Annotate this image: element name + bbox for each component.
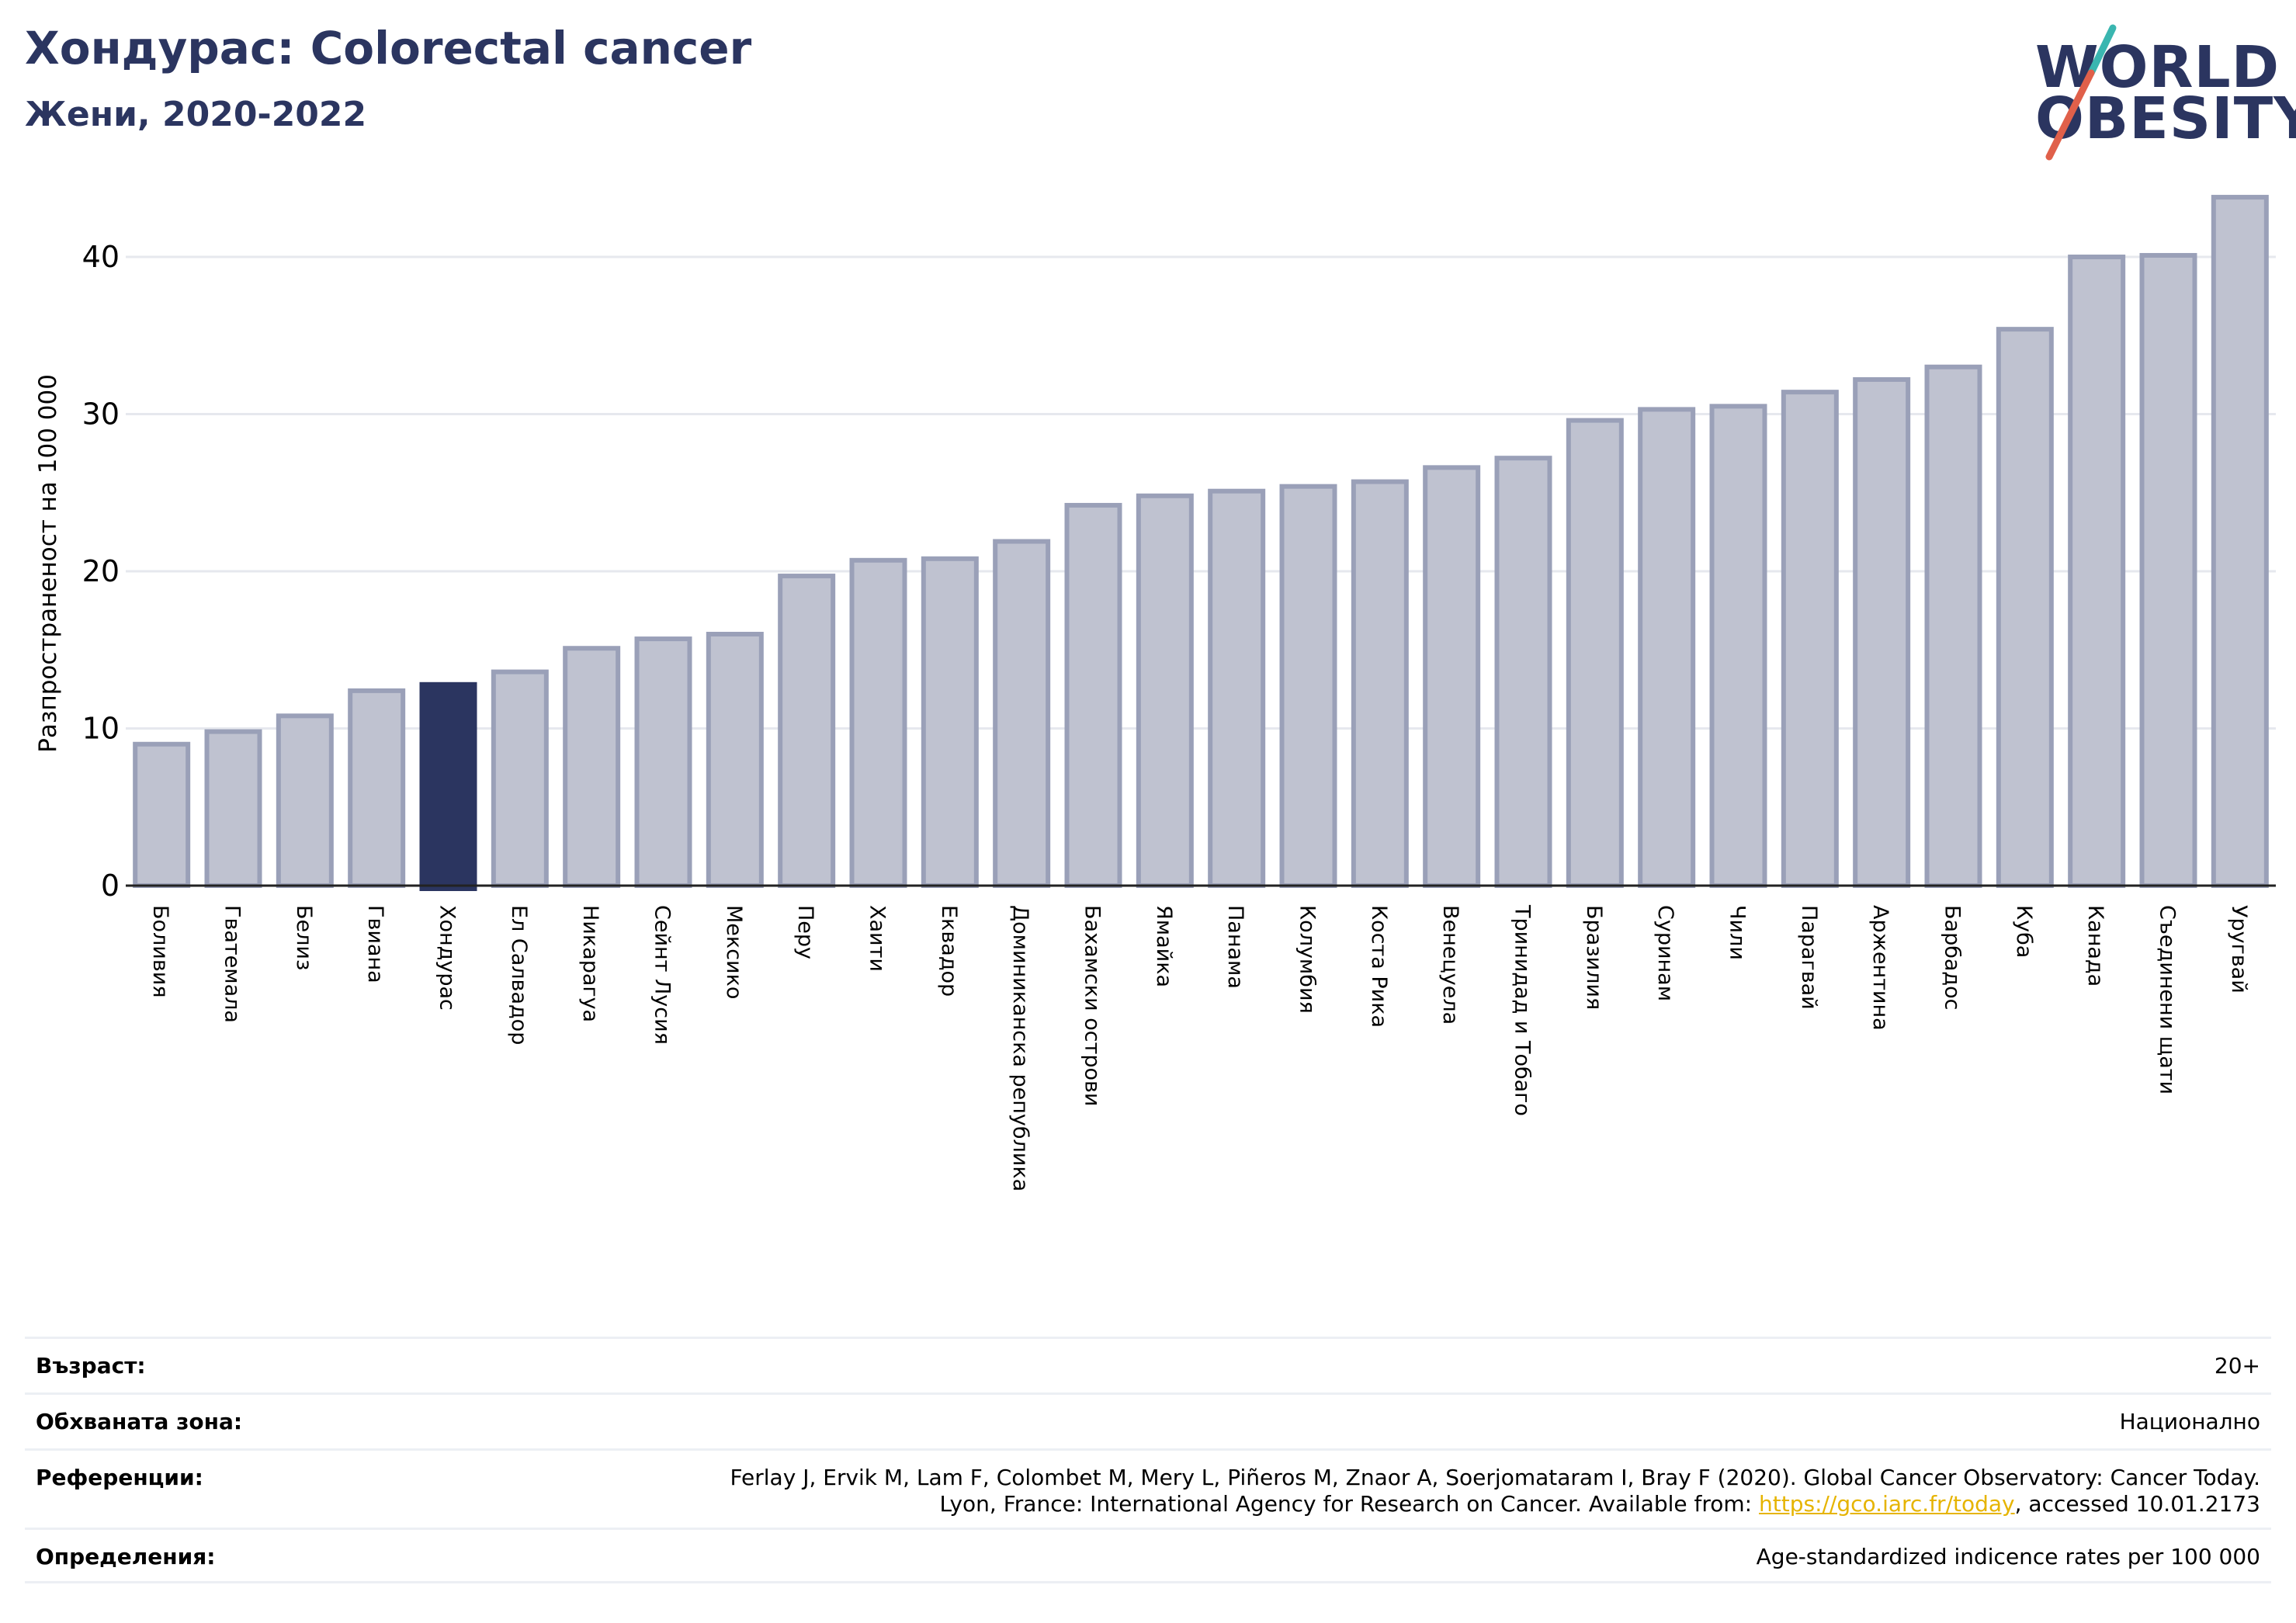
references-line-2-pre: Lyon, France: International Agency for R… bbox=[939, 1491, 1759, 1517]
x-tick-label: Куба bbox=[2012, 905, 2036, 958]
bar bbox=[2068, 255, 2126, 888]
logo-word-world: WORLD bbox=[2035, 34, 2280, 101]
bar bbox=[563, 646, 621, 888]
y-tick-labels: 0 10 20 30 40 bbox=[82, 240, 120, 903]
bar bbox=[706, 632, 764, 888]
bar bbox=[2211, 195, 2269, 889]
references-label: Референции: bbox=[36, 1465, 203, 1490]
bar bbox=[1279, 484, 1337, 888]
x-tick-label: Венецуела bbox=[1438, 905, 1462, 1025]
x-tick-label: Еквадор bbox=[937, 905, 961, 997]
bar bbox=[1064, 502, 1122, 888]
bars bbox=[133, 195, 2269, 891]
x-tick-label: Мексико bbox=[722, 905, 746, 999]
logo-slash-red bbox=[2045, 69, 2095, 161]
bar bbox=[204, 729, 262, 888]
x-tick-label: Канада bbox=[2083, 905, 2107, 987]
meta-row-references: Референции: Ferlay J, Ervik M, Lam F, Co… bbox=[25, 1448, 2271, 1528]
x-tick-label: Аржентина bbox=[1868, 905, 1892, 1031]
logo-slash-teal bbox=[2087, 24, 2117, 77]
metadata-table: Възраст: 20+ Обхваната зона: Национално … bbox=[25, 1337, 2271, 1583]
bar bbox=[419, 681, 477, 891]
bar bbox=[778, 574, 836, 888]
meta-row-age: Възраст: 20+ bbox=[25, 1337, 2271, 1392]
x-tick-label: Хаити bbox=[865, 905, 890, 972]
bar bbox=[1638, 407, 1696, 888]
bar bbox=[1136, 493, 1194, 888]
y-tick-label: 40 bbox=[82, 240, 120, 274]
age-value: 20+ bbox=[2214, 1353, 2260, 1379]
bar bbox=[133, 741, 191, 888]
x-tick-label: Хондурас bbox=[435, 905, 460, 1011]
bar bbox=[1996, 327, 2054, 888]
x-tick-label: Суринам bbox=[1653, 905, 1677, 1001]
x-tick-labels: Боливия Гватемала Белиз Гвиана Хондурас Ел Са… bbox=[148, 904, 2251, 1191]
references-value: Ferlay J, Ervik M, Lam F, Colombet M, Me… bbox=[730, 1465, 2260, 1517]
x-tick-label: Уругвай bbox=[2227, 905, 2251, 994]
x-tick-label: Никарагуа bbox=[578, 905, 602, 1022]
y-tick-label: 10 bbox=[82, 712, 120, 746]
bar bbox=[276, 713, 334, 888]
x-tick-label: Панама bbox=[1223, 905, 1247, 989]
x-tick-label: Перу bbox=[793, 905, 817, 959]
bar bbox=[1853, 376, 1911, 888]
x-tick-label: Ел Салвадор bbox=[507, 905, 531, 1045]
bar bbox=[1709, 404, 1767, 888]
references-link[interactable]: https://gco.iarc.fr/today bbox=[1759, 1491, 2015, 1517]
definitions-label: Определения: bbox=[36, 1544, 216, 1569]
x-tick-label: Съединени щати bbox=[2156, 905, 2180, 1094]
bar bbox=[993, 539, 1051, 889]
grid-lines bbox=[126, 255, 2276, 730]
y-tick-label: 20 bbox=[82, 554, 120, 588]
x-tick-label: Доминиканска република bbox=[1008, 905, 1032, 1191]
references-line-1: Ferlay J, Ervik M, Lam F, Colombet M, Me… bbox=[730, 1465, 2260, 1490]
bar bbox=[1208, 488, 1266, 888]
bar bbox=[491, 669, 549, 888]
x-tick-label: Боливия bbox=[148, 905, 172, 998]
x-tick-label: Чили bbox=[1725, 905, 1750, 960]
bar bbox=[1351, 479, 1409, 888]
bar bbox=[1924, 364, 1982, 888]
area-label: Обхваната зона: bbox=[36, 1409, 243, 1434]
area-value: Национално bbox=[2119, 1409, 2260, 1434]
chart-subtitle: Жени, 2020-2022 bbox=[25, 95, 367, 134]
definitions-value: Age-standardized indicence rates per 100… bbox=[1756, 1544, 2260, 1569]
x-tick-label: Барбадос bbox=[1941, 905, 1965, 1010]
x-tick-label: Колумбия bbox=[1295, 905, 1320, 1014]
chart-title: Хондурас: Colorectal cancer bbox=[25, 22, 752, 75]
x-tick-label: Парагвай bbox=[1797, 905, 1821, 1010]
y-axis-label: Разпространеност на 100 000 bbox=[34, 374, 62, 753]
x-tick-label: Тринидад и Тобаго bbox=[1510, 904, 1535, 1116]
bar-chart: 0 10 20 30 40 Боливия Гватемала Белиз Гвиана Хон… bbox=[34, 195, 2276, 1191]
bar bbox=[1494, 456, 1552, 888]
bar bbox=[2139, 252, 2197, 889]
bar bbox=[634, 636, 692, 888]
age-label: Възраст: bbox=[36, 1353, 146, 1379]
x-tick-label: Ямайка bbox=[1152, 905, 1176, 987]
x-tick-label: Сейнт Лусия bbox=[650, 905, 675, 1045]
x-tick-label: Гватемала bbox=[220, 905, 245, 1023]
bar bbox=[1781, 390, 1839, 888]
x-tick-label: Гвиана bbox=[363, 905, 387, 983]
x-tick-label: Бразилия bbox=[1582, 905, 1606, 1010]
bar bbox=[921, 556, 979, 888]
x-tick-label: Белиз bbox=[292, 905, 316, 970]
bar bbox=[1566, 418, 1624, 888]
x-tick-label: Коста Рика bbox=[1367, 905, 1391, 1028]
meta-row-definitions: Определения: Age-standardized indicence … bbox=[25, 1528, 2271, 1583]
x-tick-label: Бахамски острови bbox=[1080, 905, 1105, 1106]
bar bbox=[849, 557, 907, 888]
bar bbox=[348, 688, 406, 889]
y-tick-label: 30 bbox=[82, 397, 120, 432]
bar bbox=[1423, 465, 1481, 888]
y-tick-label: 0 bbox=[101, 869, 120, 903]
references-line-2-post: , accessed 10.01.2173 bbox=[2014, 1491, 2260, 1517]
meta-row-area: Обхваната зона: Национално bbox=[25, 1392, 2271, 1448]
world-obesity-logo: WORLD OBESITY bbox=[2026, 22, 2296, 169]
logo-slash-icon bbox=[2045, 24, 2117, 161]
